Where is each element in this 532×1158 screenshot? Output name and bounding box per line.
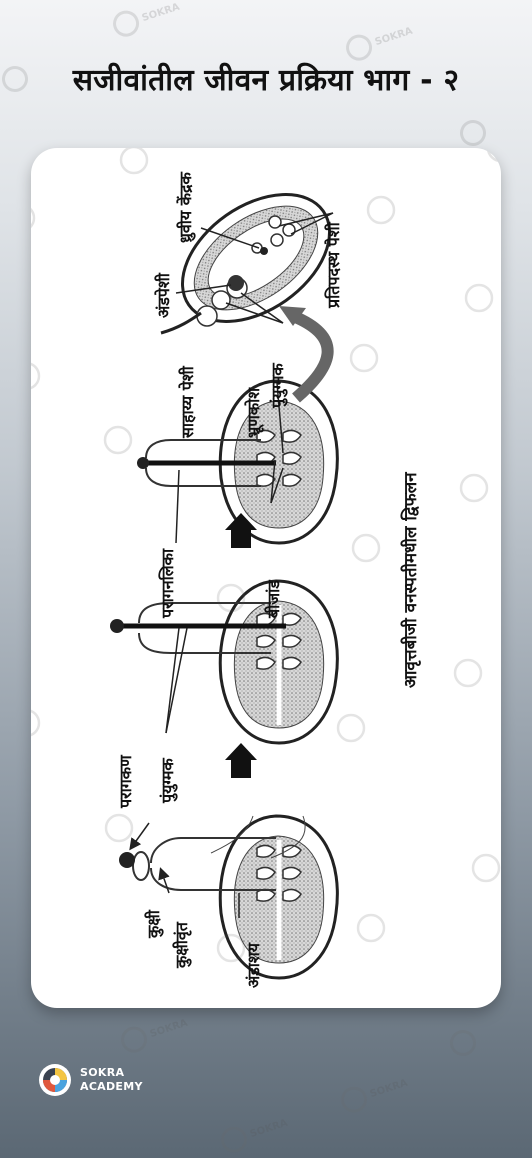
label-pollen-tube: परागनलिका [158, 548, 177, 619]
brand-logo: SOKRA ACADEMY [38, 1063, 143, 1097]
label-pollen-grain: परागकण [116, 754, 135, 809]
label-stigma: कुक्षी [144, 909, 164, 939]
watermark-logo: SOKRA [337, 1070, 412, 1117]
stage-arrow [225, 743, 257, 778]
label-egg-cell: अंडपेशी [154, 272, 173, 318]
watermark-logo [446, 1026, 480, 1060]
label-male-gamete-2: पुंयुग्मक [268, 363, 288, 409]
stage-arrow [225, 513, 257, 548]
watermark-logo: SOKRA [117, 1010, 192, 1057]
brand-line-2: ACADEMY [80, 1080, 143, 1093]
watermark-logo: SOKRA [217, 1110, 292, 1157]
label-style: कुक्षीवृंत [172, 921, 192, 969]
brand-line-1: SOKRA [80, 1066, 125, 1079]
label-male-gamete: पुंयुग्मक [158, 758, 178, 804]
label-polar-nuclei: ध्रुवीय केंद्रक [176, 171, 196, 243]
diagram-card: कुक्षी कुक्षीवृंत अंडाशय परागकण पुंयुग्म… [31, 148, 501, 1008]
watermark-logo [456, 116, 490, 150]
watermark-logo: SOKRA [109, 0, 184, 41]
label-ovary: अंडाशय [244, 942, 263, 988]
sokra-logo-icon [39, 1064, 71, 1096]
label-antipodal-cells: प्रतिपदस्थ पेशी [324, 221, 343, 309]
label-synergids: साहाय्य पेशी [178, 365, 197, 439]
diagram-caption: आवृत्तबीजी वनस्पतीमधील द्विफलन [400, 472, 421, 688]
pistil-stage-1 [119, 814, 339, 980]
pistil-stage-2 [110, 579, 339, 745]
double-fertilization-diagram: कुक्षी कुक्षीवृंत अंडाशय परागकण पुंयुग्म… [31, 148, 501, 988]
label-ovule: बीजांड [264, 579, 283, 619]
page-title: सजीवांतील जीवन प्रक्रिया भाग - २ [72, 63, 460, 98]
curved-arrow [290, 310, 334, 403]
pistil-stage-3 [137, 379, 339, 545]
label-embryo-sac: भ्रूणकोश [244, 387, 264, 438]
